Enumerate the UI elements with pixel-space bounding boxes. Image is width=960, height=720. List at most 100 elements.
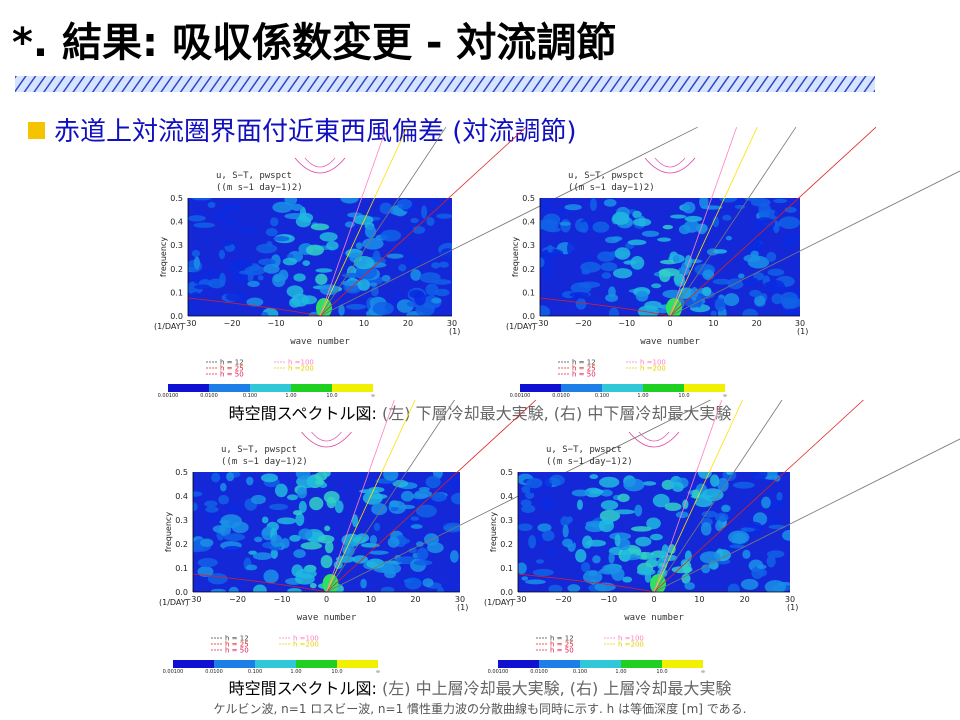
spectral-blob [521,504,536,514]
x-tick-label: 0 [651,595,656,604]
colorbar-cell [580,660,621,668]
spectral-blob [397,198,413,210]
dispersion-curve [326,399,395,593]
spectral-blob [273,236,290,242]
dispersion-curve [326,399,416,593]
x-tick-label: 20 [410,595,420,604]
spectral-blob [564,204,582,211]
spectral-blob [219,519,231,525]
spectral-blob [290,203,303,211]
spectral-blob [583,570,603,584]
spectral-blob [360,542,380,548]
subtitle: 赤道上対流圏界面付近東西風偏差 (対流調節) [54,117,577,147]
spectral-blob [211,472,221,483]
spectral-blob [771,293,783,305]
spectral-blob [225,292,248,302]
spectral-blob [539,497,555,510]
legend-label: h =200 [618,641,644,649]
spectral-blob [657,237,672,242]
spectral-blob [410,516,420,521]
spectral-blob [714,512,729,523]
spectral-blob [334,500,344,514]
spectral-blob [293,549,306,559]
spectral-blob [254,536,263,543]
caption-lead: 時空間スペクトル図: [229,679,377,698]
spectral-blob [410,524,423,529]
spectrum-plot: u, S−T, pwspct ((m s−1 day−1)2) 0.0 0.1 0.2 0… [154,126,698,399]
colorbar-cell [332,384,373,392]
spectral-blob [659,269,671,283]
spectral-blob [362,237,384,250]
spectral-blob [245,564,258,571]
spectral-blob [581,269,591,275]
spectral-blob [341,280,362,286]
spectral-blob [226,503,244,512]
spectral-blob [403,578,413,584]
spectral-blob [701,510,718,518]
spectral-blob [541,530,555,542]
spectral-blob [368,493,388,500]
spectral-blob [353,256,375,270]
spectral-blob [582,535,593,549]
y-tick-label: 0.1 [522,288,535,297]
spectral-blob [324,541,334,554]
spectrum-plot: u, S−T, pwspct ((m s−1 day−1)2) 0.0 0.1 0.2 0… [484,399,960,675]
y-tick-label: 0.0 [522,312,535,321]
spectral-blob [204,500,218,508]
y-tick-label: 0.5 [175,468,188,477]
spectral-blob [620,548,631,562]
spectral-blob [434,307,443,314]
spectral-blob [252,552,273,560]
spectral-blob [641,230,660,237]
spectral-blob [614,247,631,260]
spectral-blob [416,547,429,561]
spectral-blob [205,270,219,276]
spectral-blob [737,273,745,279]
colorbar-cell [662,660,703,668]
spectral-blob [188,311,200,316]
spectral-blob [415,302,435,316]
spectral-blob [353,536,367,544]
spectral-blob [386,253,404,259]
y-tick-label: 0.0 [500,588,513,597]
spectral-blob [779,299,800,305]
spectral-blob [246,297,264,307]
spectral-blob [302,260,311,266]
spectral-blob [535,559,545,564]
bullet [28,122,45,139]
spectral-blob [642,481,657,486]
y-tick-label: 0.5 [170,194,183,203]
spectral-blob [344,221,355,228]
spectral-blob [286,494,298,501]
spectral-blob [319,232,338,242]
caption-tag: (右) [570,679,599,698]
spectral-blob [393,292,403,299]
dispersion-curve [628,431,680,448]
colorbar-label: 0.0100 [552,393,570,399]
spectral-blob [540,257,545,268]
caption-lead: 時空間スペクトル図: [229,404,377,423]
spectral-blob [589,198,597,212]
spectral-blob [333,560,343,569]
dispersion-curve [187,297,321,317]
spectral-blob [599,476,620,488]
spectral-blob [691,489,700,499]
colorbar-label: ∞ [376,669,380,675]
spectral-blob [749,289,762,298]
colorbar-label: 0.0100 [530,669,548,675]
legend-label: h = 50 [220,371,244,379]
spectral-blob [295,512,305,526]
spectral-blob [379,202,393,215]
legend-label: h = 25 [225,641,249,649]
y-tick-label: 0.3 [170,241,183,250]
spectral-blob [699,198,709,209]
x-unit: (1) [457,603,468,612]
spectral-blob [630,526,652,532]
spectral-blob [206,513,222,521]
colorbar-label: 0.00100 [158,393,179,399]
spectral-blob [715,520,723,532]
spectral-blob [731,532,747,545]
colorbar-label: 0.100 [573,669,587,675]
spectral-blob [562,538,573,548]
